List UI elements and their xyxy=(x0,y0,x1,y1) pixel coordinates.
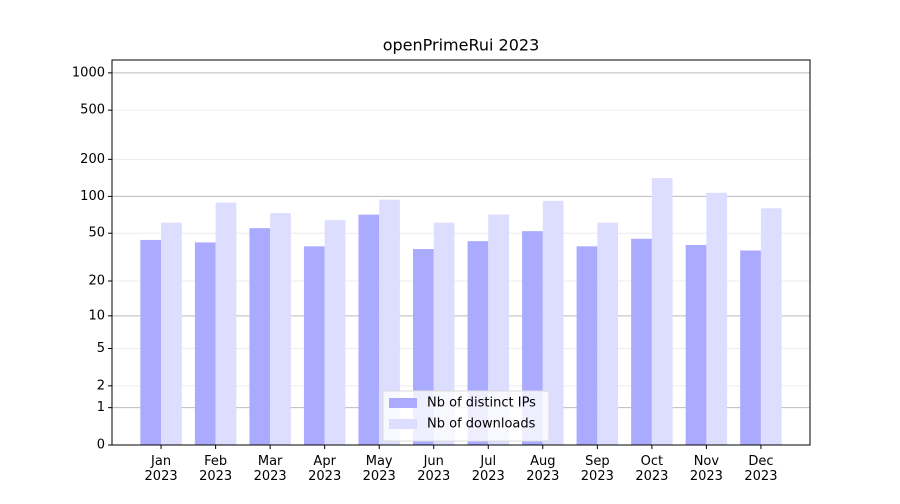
bar xyxy=(161,222,182,445)
bar xyxy=(740,250,761,445)
legend-swatch xyxy=(389,398,417,408)
x-tick-label: Jun 2023 xyxy=(417,454,450,484)
chart-title: openPrimeRui 2023 xyxy=(383,36,540,55)
bar xyxy=(597,222,619,445)
bar xyxy=(433,222,455,445)
y-tick-label: 1 xyxy=(97,400,105,415)
y-tick-label: 1000 xyxy=(72,65,105,80)
plot-frame xyxy=(111,59,811,446)
bar xyxy=(542,200,564,445)
x-tick-label: Feb 2023 xyxy=(199,454,232,484)
bar xyxy=(324,220,346,445)
bar xyxy=(488,214,509,445)
y-tick-label: 50 xyxy=(88,226,105,241)
x-tick-label: Aug 2023 xyxy=(526,454,559,484)
x-tick-label: Dec 2023 xyxy=(744,454,777,484)
x-tick-label: Sep 2023 xyxy=(581,454,614,484)
x-tick-label: Nov 2023 xyxy=(690,454,723,484)
y-tick-label: 20 xyxy=(88,274,105,289)
bar xyxy=(706,192,728,445)
legend-box xyxy=(382,390,550,442)
bar xyxy=(576,246,598,445)
legend-label: Nb of downloads xyxy=(427,417,536,432)
y-tick-label: 200 xyxy=(80,152,105,167)
bar xyxy=(760,208,782,445)
legend-label: Nb of distinct IPs xyxy=(427,396,536,411)
x-tick-label: Jul 2023 xyxy=(472,454,505,484)
bar xyxy=(194,242,216,445)
y-tick-label: 500 xyxy=(80,103,105,118)
y-tick-label: 5 xyxy=(97,341,105,356)
x-tick-label: Apr 2023 xyxy=(308,454,341,484)
y-tick-label: 2 xyxy=(97,378,105,393)
bar xyxy=(270,213,291,445)
bar xyxy=(685,244,707,445)
x-tick-label: Jan 2023 xyxy=(145,454,178,484)
y-tick-label: 0 xyxy=(97,438,105,453)
bar xyxy=(358,214,380,445)
y-tick-label: 10 xyxy=(88,308,105,323)
x-tick-label: Oct 2023 xyxy=(635,454,668,484)
bar xyxy=(249,228,271,445)
x-tick-label: May 2023 xyxy=(363,454,396,484)
bar xyxy=(215,202,237,445)
legend: Nb of distinct IPs Nb of downloads xyxy=(382,390,550,442)
bar xyxy=(651,178,673,446)
bar xyxy=(140,239,162,445)
bar xyxy=(631,238,652,445)
y-tick-label: 100 xyxy=(80,189,105,204)
x-tick-label: Mar 2023 xyxy=(254,454,287,484)
bar xyxy=(379,199,400,445)
legend-swatch xyxy=(389,419,417,429)
bar xyxy=(303,246,325,445)
